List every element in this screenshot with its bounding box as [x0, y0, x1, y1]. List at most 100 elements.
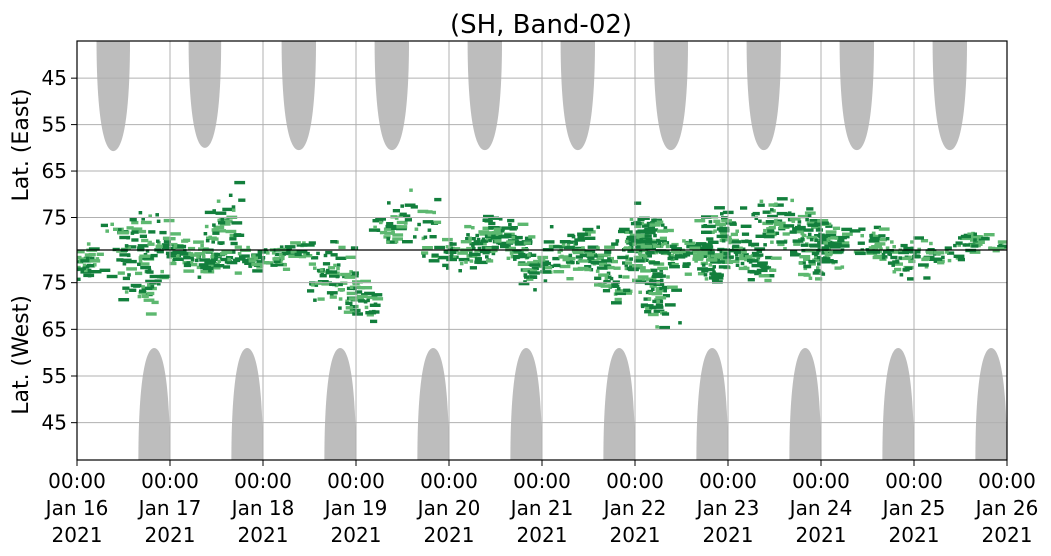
activity-cell	[151, 300, 159, 305]
activity-cell	[330, 240, 338, 244]
activity-cell	[326, 291, 338, 295]
activity-cell	[616, 287, 621, 291]
activity-cell	[515, 240, 519, 244]
activity-cell	[623, 288, 631, 292]
activity-cell	[319, 268, 324, 272]
activity-cell	[718, 265, 730, 269]
activity-cell	[491, 231, 503, 235]
activity-cell	[237, 252, 242, 256]
activity-cell	[243, 258, 254, 263]
activity-cell	[417, 209, 429, 214]
activity-cell	[832, 250, 844, 254]
chart-title: (SH, Band-02)	[450, 10, 632, 40]
activity-cell	[410, 205, 418, 209]
activity-cell	[211, 240, 215, 244]
activity-cell	[216, 199, 221, 203]
gray-lobe-bottom	[696, 348, 728, 460]
activity-cell	[767, 229, 775, 233]
activity-cell	[814, 269, 822, 273]
activity-cell	[202, 266, 214, 271]
activity-cell	[329, 282, 337, 286]
activity-cell	[119, 235, 131, 240]
activity-cell	[663, 241, 668, 246]
activity-cell	[414, 227, 419, 231]
activity-cell	[106, 274, 118, 279]
activity-cell	[129, 288, 137, 292]
activity-cell	[355, 311, 359, 316]
gray-lobe-top	[188, 41, 222, 148]
activity-cell	[671, 242, 679, 247]
activity-cell	[437, 255, 449, 260]
activity-cell	[633, 240, 644, 244]
activity-cell	[812, 271, 824, 275]
activity-cell	[116, 258, 124, 262]
activity-cell	[131, 230, 139, 234]
activity-cell	[348, 297, 360, 301]
activity-cell	[566, 244, 571, 248]
activity-cell	[230, 241, 238, 246]
activity-cell	[248, 264, 253, 268]
activity-cell	[137, 246, 145, 250]
activity-cell	[892, 262, 903, 266]
activity-cell	[203, 232, 208, 236]
activity-cell	[638, 251, 642, 256]
activity-cell	[596, 225, 600, 229]
activity-cell	[714, 206, 725, 210]
activity-cell	[993, 247, 1005, 251]
activity-cell	[607, 257, 611, 261]
activity-cell	[337, 288, 345, 292]
activity-cell	[273, 259, 281, 263]
activity-cell	[427, 228, 432, 232]
activity-cell	[955, 241, 963, 245]
activity-cell	[512, 249, 523, 253]
activity-cell	[821, 221, 829, 225]
activity-cell	[343, 310, 355, 314]
activity-cell	[584, 249, 596, 254]
activity-cell	[806, 235, 818, 240]
activity-cell	[629, 230, 633, 234]
activity-cell	[175, 244, 187, 249]
activity-cell	[715, 222, 726, 227]
activity-cell	[85, 256, 90, 260]
activity-cell	[368, 228, 380, 232]
activity-cell	[371, 293, 383, 297]
activity-cell	[468, 253, 473, 257]
activity-cell	[644, 254, 652, 258]
gray-lobe-bottom	[138, 348, 170, 460]
x-tick-time: 00:00	[513, 469, 571, 493]
activity-cell	[829, 252, 833, 256]
activity-cell	[70, 267, 74, 270]
activity-cell	[365, 311, 377, 315]
activity-cell	[335, 274, 340, 279]
activity-cell	[167, 243, 172, 247]
activity-cell	[228, 193, 233, 197]
activity-cell	[163, 239, 171, 244]
activity-cell	[251, 253, 262, 257]
activity-cell	[375, 217, 386, 221]
activity-cell	[575, 255, 583, 259]
activity-cell	[654, 220, 659, 224]
activity-cell	[655, 288, 667, 293]
activity-cell	[639, 240, 651, 244]
activity-cell	[421, 236, 426, 241]
activity-cell	[756, 268, 768, 273]
activity-cell	[822, 259, 834, 263]
activity-cell	[386, 239, 390, 244]
activity-cell	[96, 252, 104, 256]
activity-cell	[552, 256, 560, 261]
activity-cell	[497, 241, 509, 246]
x-tick-date: Jan 20	[416, 496, 481, 520]
activity-cell	[904, 249, 909, 254]
activity-cell	[655, 296, 667, 300]
activity-cell	[491, 233, 502, 237]
activity-cell	[432, 210, 436, 215]
activity-cell	[479, 249, 491, 254]
activity-cell	[582, 227, 594, 232]
activity-cell	[776, 240, 788, 244]
activity-cell	[482, 226, 494, 230]
activity-cell	[658, 274, 666, 278]
activity-cell	[476, 237, 481, 242]
activity-cell	[885, 237, 890, 241]
activity-cell	[730, 232, 738, 237]
activity-cell	[652, 305, 664, 309]
